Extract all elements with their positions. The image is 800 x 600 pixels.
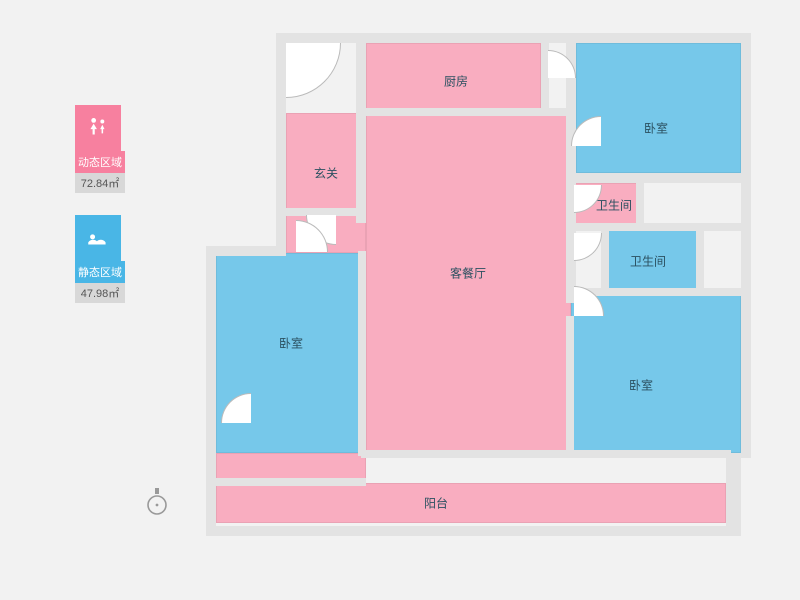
wall-19 [216,478,366,486]
legend-static-value: 47.98㎡ [75,283,125,303]
legend-panel: 动态区域 72.84㎡ 静态区域 47.98㎡ [75,105,125,325]
room-bed_br [571,293,741,453]
wall-0 [206,246,216,536]
wall-14 [571,223,746,231]
wall-12 [571,173,746,183]
floorplan: 厨房玄关客餐厅阳台卫生间卧室卧室卫生间卧室 [196,33,751,545]
room-bed_bl [216,253,366,453]
room-bed_tr [576,43,741,173]
compass-icon [146,488,168,510]
wall-3 [741,33,751,458]
wall-1 [276,33,286,256]
wall-18 [361,450,576,458]
door-0 [286,43,341,98]
wall-5 [726,453,741,536]
wall-7 [356,43,366,223]
legend-static-label: 静态区域 [75,261,125,283]
wall-20 [571,450,731,458]
room-kitchen [366,43,541,113]
legend-dynamic: 动态区域 72.84㎡ [75,105,125,193]
door-6 [574,233,602,261]
wall-13 [636,183,644,228]
wall-4 [206,526,736,536]
sleep-icon [75,215,121,261]
room-bath2 [606,228,701,293]
wall-22 [566,316,574,458]
wall-16 [696,228,704,293]
wall-6 [206,246,286,256]
people-icon [75,105,121,151]
room-balcony [216,483,726,523]
wall-15 [601,228,609,293]
wall-21 [358,251,366,456]
wall-17 [571,288,746,296]
legend-dynamic-label: 动态区域 [75,151,125,173]
legend-dynamic-value: 72.84㎡ [75,173,125,193]
room-entry [286,113,366,213]
legend-static: 静态区域 47.98㎡ [75,215,125,303]
room-living [366,113,571,453]
wall-2 [276,33,751,43]
